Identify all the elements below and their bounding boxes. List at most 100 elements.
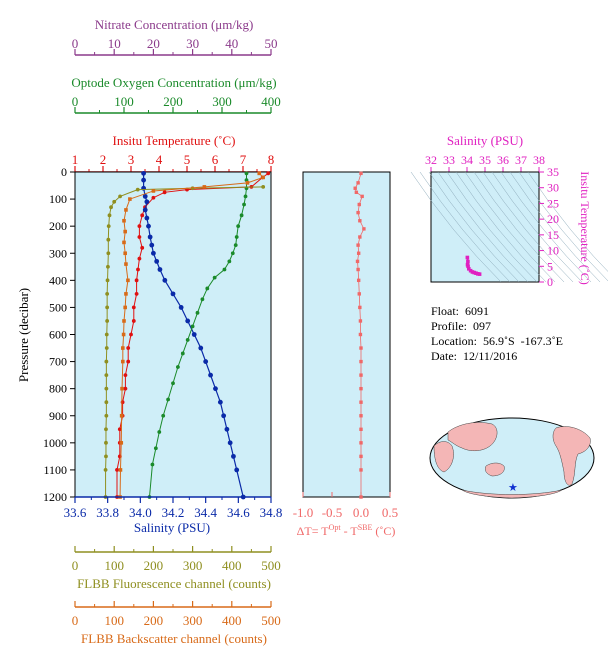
delta-point	[359, 414, 363, 418]
density-contour	[518, 171, 608, 282]
oxygen-point	[200, 297, 205, 302]
float-id: Float: 6091	[431, 304, 490, 318]
density-contour	[500, 171, 592, 283]
fluorescence-point	[118, 194, 122, 199]
oxygen-point	[236, 224, 241, 229]
oxygen-axis-tick-label: 0	[72, 94, 79, 109]
fluorescence-point	[104, 454, 108, 459]
oxygen-axis-tick-label: 400	[261, 94, 281, 109]
delta-point	[359, 441, 363, 445]
salinity-point	[144, 199, 150, 205]
delta-tick-label: 0.0	[353, 505, 369, 520]
oxygen-point	[205, 286, 210, 291]
fluorescence-point	[106, 224, 111, 229]
pressure-tick-label: 600	[49, 328, 67, 342]
oxygen-axis: 0 100 200 300 400	[72, 94, 281, 114]
fluorescence-axis: 0 100 200 300 400 500	[72, 546, 281, 573]
density-contour	[437, 171, 529, 283]
delta-point	[359, 346, 363, 350]
ts-salinity-title: Salinity (PSU)	[447, 133, 523, 148]
salinity-point	[157, 267, 163, 272]
profile-id: Profile: 097	[431, 319, 491, 333]
pressure-tick-label: 900	[49, 409, 67, 423]
temperature-point	[129, 332, 133, 337]
temperature-point	[137, 224, 142, 229]
delta-point	[362, 227, 366, 231]
fluorescence-axis-tick-label: 100	[104, 558, 124, 573]
fluorescence-point	[104, 427, 108, 432]
temperature-point	[126, 346, 131, 350]
ts-x-tick-label: 38	[533, 153, 545, 167]
float-info-panel: Float: 6091 Profile: 097 Location: 56.9˚…	[431, 304, 563, 364]
backscatter-axis-tick-label: 400	[222, 613, 242, 628]
temperature-point	[115, 468, 119, 472]
density-contour	[428, 171, 520, 283]
fluorescence-point	[106, 237, 111, 242]
nitrate-axis-tick-label: 50	[265, 36, 278, 51]
fluorescence-point	[112, 199, 117, 204]
nitrate-axis-tick-label: 10	[108, 36, 121, 51]
salinity-axis-title: Salinity (PSU)	[134, 520, 210, 535]
salinity-point	[191, 332, 197, 337]
delta-tick-label: -0.5	[322, 505, 343, 520]
map-land-australia	[485, 462, 505, 477]
temperature-point	[134, 291, 139, 296]
ts-x-tick-label: 34	[461, 153, 473, 167]
fluorescence-point	[104, 386, 109, 391]
ts-y-tick-label: 20	[547, 212, 559, 226]
oxygen-point	[222, 267, 227, 272]
density-contour	[446, 171, 538, 283]
ts-point	[466, 259, 470, 264]
float-location: Location: 56.9˚S -167.3˚E	[431, 334, 563, 348]
backscatter-point	[257, 171, 262, 176]
ts-series-group	[465, 255, 482, 276]
fluorescence-point	[261, 184, 266, 189]
delta-point	[358, 219, 362, 223]
ts-x-tick-label: 33	[443, 153, 455, 167]
fluorescence-point	[104, 332, 109, 337]
delta-point	[358, 305, 362, 310]
salinity-axis: 33.6 33.8 34.0 34.2 34.4 34.6 34.8	[64, 496, 283, 520]
salinity-point	[208, 372, 213, 378]
pressure-tick-label: 1100	[43, 463, 67, 477]
delta-axis-title: ΔT= TOpt - TSBE (˚C)	[297, 523, 396, 538]
salinity-point	[146, 223, 151, 229]
fluorescence-point	[104, 373, 109, 378]
delta-point	[357, 202, 361, 207]
salinity-point	[213, 386, 218, 392]
backscatter-point	[126, 278, 130, 283]
oxygen-point	[242, 202, 246, 207]
backscatter-point	[121, 346, 125, 350]
fluorescence-point	[105, 291, 110, 296]
pressure-tick-label: 700	[49, 355, 67, 369]
map-land-africa-europe	[433, 441, 454, 473]
backscatter-axis-tick-label: 200	[144, 613, 164, 628]
ts-y-tick-label: 30	[547, 181, 559, 195]
fluorescence-axis-tick-label: 400	[222, 558, 242, 573]
nitrate-axis-tick-label: 20	[147, 36, 160, 51]
delta-series-group	[353, 171, 366, 499]
pressure-tick-label: 1200	[43, 490, 67, 504]
backscatter-point	[261, 175, 265, 180]
temperature-point	[123, 373, 128, 378]
ts-temperature-title: Insitu Temperature (˚C)	[578, 171, 592, 285]
delta-point	[359, 171, 363, 176]
pressure-tick-label: 200	[49, 219, 67, 233]
backscatter-point	[120, 386, 124, 391]
oxygen-axis-title: Optode Oxygen Concentration (μm/kg)	[71, 75, 276, 90]
salinity-axis-tick-label: 34.8	[260, 505, 283, 520]
delta-point	[355, 259, 360, 264]
temperature-axis-tick-label: 8	[268, 152, 275, 167]
backscatter-point	[151, 189, 156, 193]
ts-point	[466, 264, 470, 269]
ts-y-tick-label: 25	[547, 196, 559, 210]
ts-point	[467, 267, 471, 271]
backscatter-point	[122, 240, 126, 245]
ts-y-tick-label: 35	[547, 165, 559, 179]
backscatter-point	[128, 197, 132, 201]
fluorescence-point	[105, 319, 110, 323]
salinity-axis-tick-label: 34.6	[227, 505, 250, 520]
delta-point	[359, 400, 363, 404]
oxygen-point	[190, 324, 195, 329]
density-contour	[482, 171, 574, 283]
